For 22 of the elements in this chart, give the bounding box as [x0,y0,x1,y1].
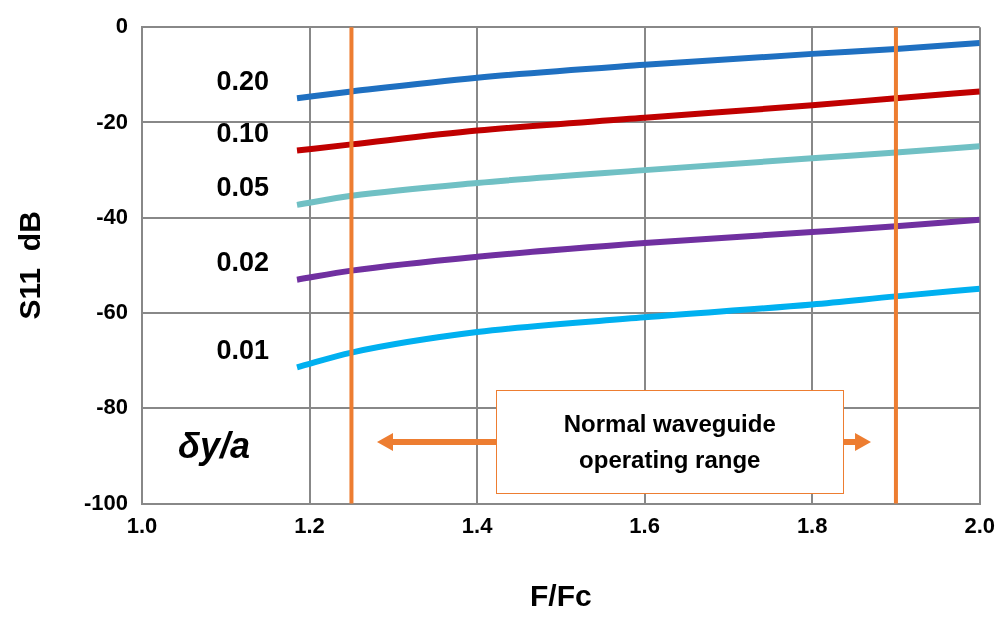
x-tick-label: 1.6 [629,512,660,538]
x-tick-label: 1.2 [294,512,325,538]
x-tick-label: 1.8 [796,512,828,538]
annotation: Normal waveguide operating range [562,408,777,475]
series-label: 0.01 [216,334,269,365]
y-axis-title: S11 dB [13,211,47,320]
legend-title: δy/a [170,418,259,475]
y-tick-label: 0 [115,13,129,39]
x-tick-label: 2.0 [964,512,996,538]
y-tick-label: -20 [96,108,129,134]
y-tick-label: -60 [96,299,129,325]
x-tick-label: 1.4 [461,512,494,538]
x-axis-title: F/Fc [530,579,592,613]
series-label: 0.20 [216,65,269,96]
series-label: 0.10 [216,118,269,149]
y-tick-label: -40 [96,203,129,229]
series-label: 0.02 [216,247,269,278]
y-tick-label: -80 [96,394,129,420]
series-label: 0.05 [216,172,269,203]
note-box: Normal waveguide operating range [495,389,844,494]
y-tick-label: -100 [83,489,129,515]
x-tick-label: 1.0 [126,512,158,538]
